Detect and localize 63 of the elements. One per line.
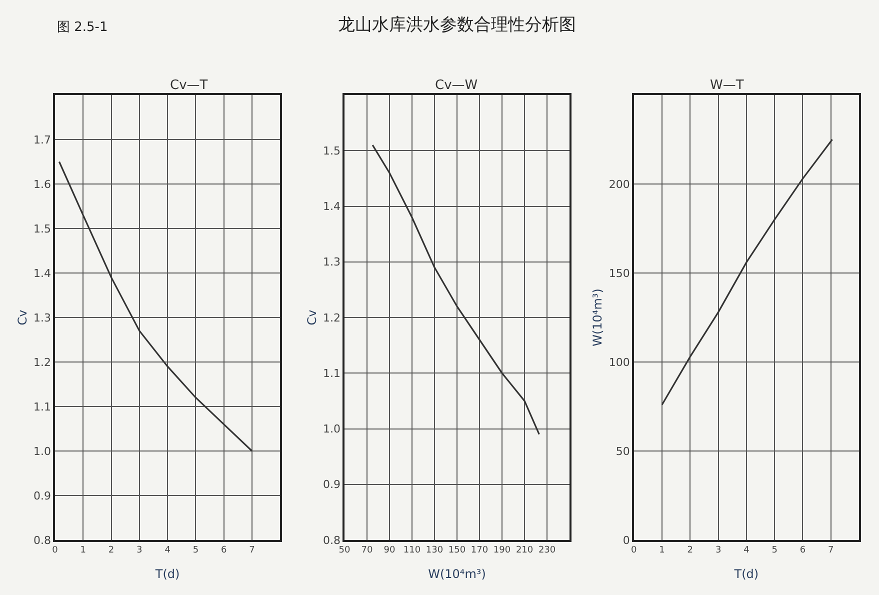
x-tick-label: 4 <box>164 546 171 556</box>
y-tick-label: 0.9 <box>34 489 52 502</box>
x-tick-label: 0 <box>52 546 58 556</box>
x-tick-label: 5 <box>772 546 778 556</box>
x-tick-label: 110 <box>403 546 421 556</box>
x-tick-label: 3 <box>715 546 722 556</box>
x-tick-label: 5 <box>192 546 199 556</box>
x-axis-title: W(10⁴m³) <box>428 566 486 581</box>
x-axis-title: T(d) <box>733 566 759 581</box>
y-tick-label: 1.3 <box>322 256 340 269</box>
x-tick-label: 50 <box>338 546 350 556</box>
y-tick-label: 1.5 <box>322 144 340 158</box>
x-tick-label: 90 <box>384 546 396 556</box>
x-tick-label: 3 <box>136 546 142 556</box>
y-tick-label: 0.8 <box>34 534 52 547</box>
x-tick-label: 210 <box>516 546 534 556</box>
y-tick-label: 1.1 <box>322 366 340 380</box>
text: 龙山水库洪水参数合理性分析图 <box>338 15 576 35</box>
x-tick-label: 2 <box>687 546 694 556</box>
y-tick-label: 0 <box>622 534 630 547</box>
x-tick-label: 0 <box>631 546 638 556</box>
y-tick-label: 1.4 <box>322 200 340 214</box>
line-series <box>58 160 253 452</box>
y-axis-title: Cv <box>15 310 30 326</box>
x-tick-label: 1 <box>659 546 665 556</box>
y-tick-label: 1.2 <box>34 356 52 369</box>
y-tick-label: 100 <box>608 356 630 369</box>
y-tick-label: 150 <box>608 266 630 280</box>
y-tick-label: 1.3 <box>34 311 52 324</box>
y-tick-label: 1.0 <box>322 422 340 436</box>
y-tick-label: 1.7 <box>34 133 52 146</box>
y-tick-label: 1.5 <box>34 222 52 236</box>
x-tick-label: 230 <box>538 546 556 556</box>
x-axis-title: T(d) <box>154 566 180 581</box>
line-series <box>372 144 540 436</box>
x-tick-label: 7 <box>249 546 255 556</box>
y-tick-label: 1.1 <box>34 400 52 414</box>
chart-title: Cv—T <box>170 78 208 93</box>
y-tick-label: 1.6 <box>34 178 52 191</box>
y-tick-label: 200 <box>608 178 630 191</box>
y-tick-label: 0.9 <box>322 478 340 492</box>
chart-title: W—T <box>710 78 744 93</box>
y-tick-label: 50 <box>616 444 630 458</box>
x-tick-label: 1 <box>80 546 86 556</box>
y-tick-label: 1.4 <box>34 266 52 280</box>
chart-title: Cv—W <box>435 78 478 93</box>
x-tick-label: 190 <box>493 546 511 556</box>
x-tick-label: 6 <box>220 546 227 556</box>
x-tick-label: 7 <box>828 546 834 556</box>
y-tick-label: 1.0 <box>34 444 52 458</box>
y-axis-title: Cv <box>304 310 319 326</box>
y-tick-label: 0.8 <box>322 534 340 547</box>
x-tick-label: 170 <box>470 546 488 556</box>
caption: 图 2.5-1 <box>57 20 108 35</box>
y-tick-label: 1.2 <box>322 311 340 324</box>
y-axis-title: W(10⁴m³) <box>590 288 605 346</box>
x-tick-label: 150 <box>448 546 466 556</box>
x-tick-label: 70 <box>361 546 373 556</box>
line-series <box>661 138 834 406</box>
x-tick-label: 2 <box>108 546 114 556</box>
x-tick-label: 6 <box>800 546 806 556</box>
x-tick-label: 4 <box>744 546 750 556</box>
x-tick-label: 130 <box>426 546 444 556</box>
